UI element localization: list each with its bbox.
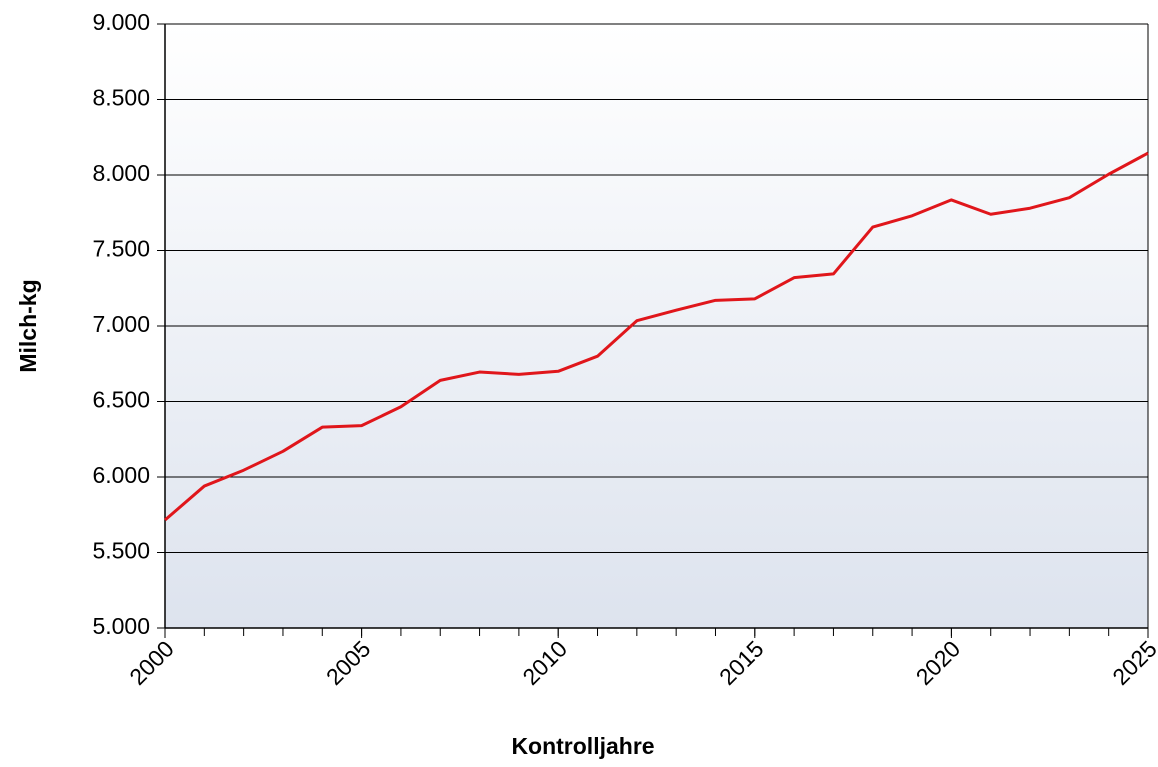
y-tick-label: 8.000 <box>92 160 150 186</box>
y-tick-label: 7.500 <box>92 236 150 262</box>
y-tick-label: 8.500 <box>92 85 150 111</box>
y-tick-label: 9.000 <box>92 9 150 35</box>
y-tick-label: 6.500 <box>92 387 150 413</box>
y-axis-label: Milch-kg <box>15 279 41 372</box>
x-tick-label: 2010 <box>517 635 572 690</box>
y-tick-label: 7.000 <box>92 311 150 337</box>
y-tick-label: 5.000 <box>92 613 150 639</box>
x-tick-label: 2000 <box>124 635 179 690</box>
x-tick-label: 2020 <box>911 635 966 690</box>
y-tick-label: 6.000 <box>92 462 150 488</box>
data-line <box>164 151 1149 522</box>
x-tick-label: 2015 <box>714 635 769 690</box>
y-tick-label: 5.500 <box>92 538 150 564</box>
x-tick-label: 2005 <box>321 635 376 690</box>
x-axis-label: Kontrolljahre <box>511 733 654 759</box>
x-tick-label: 2025 <box>1107 635 1158 690</box>
